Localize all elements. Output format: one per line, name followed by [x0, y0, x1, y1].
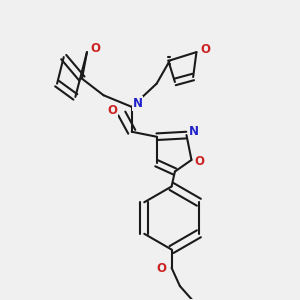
Text: O: O [201, 43, 211, 56]
Text: O: O [157, 262, 166, 275]
Text: O: O [195, 155, 205, 168]
Text: O: O [107, 104, 118, 117]
Text: O: O [90, 42, 100, 55]
Text: N: N [189, 124, 199, 138]
Text: N: N [133, 97, 143, 110]
